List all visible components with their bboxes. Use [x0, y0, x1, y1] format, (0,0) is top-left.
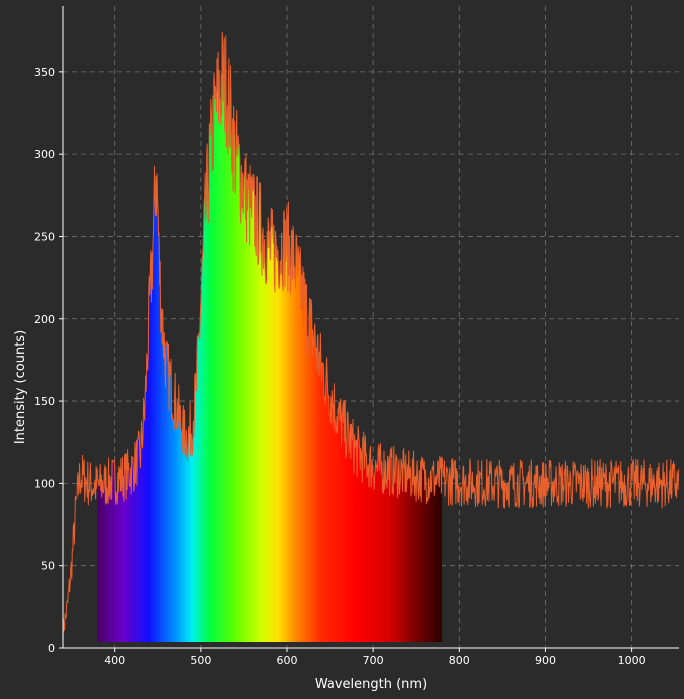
x-tick-label: 400 — [104, 654, 125, 667]
series-layer — [62, 31, 680, 643]
y-tick-label: 50 — [41, 560, 55, 573]
axes — [62, 6, 679, 649]
y-tick-label: 250 — [34, 230, 55, 243]
x-ticks: 400 500 600 700 800 900 1000 — [104, 648, 646, 667]
x-tick-label: 600 — [277, 654, 298, 667]
y-ticks: 0 50 100 150 200 250 300 350 — [34, 66, 63, 655]
x-tick-label: 800 — [449, 654, 470, 667]
y-tick-label: 300 — [34, 148, 55, 161]
x-tick-label: 500 — [190, 654, 211, 667]
y-tick-label: 0 — [48, 642, 55, 655]
intensity-series-line — [62, 31, 680, 643]
x-axis-title: Wavelength (nm) — [315, 677, 427, 692]
y-axis-title: Intensity (counts) — [13, 330, 28, 444]
y-tick-label: 200 — [34, 313, 55, 326]
y-tick-label: 150 — [34, 395, 55, 408]
x-tick-label: 900 — [535, 654, 556, 667]
y-tick-label: 350 — [34, 66, 55, 79]
x-tick-label: 1000 — [618, 654, 646, 667]
x-tick-label: 700 — [363, 654, 384, 667]
y-tick-label: 100 — [34, 477, 55, 490]
